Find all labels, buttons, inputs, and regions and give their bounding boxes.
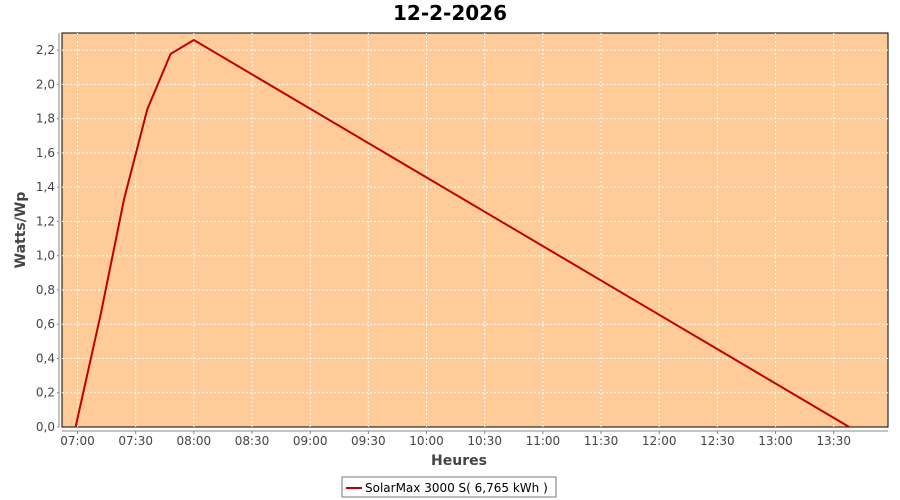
x-tick-label: 11:00: [526, 434, 561, 448]
x-tick-label: 10:00: [409, 434, 444, 448]
series-group: [74, 38, 850, 428]
data-point: [75, 426, 77, 428]
y-tick-label: 0,8: [36, 283, 55, 297]
y-tick-label: 2,0: [36, 77, 55, 91]
y-tick-label: 1,8: [36, 112, 55, 126]
y-axis: 0,0 0,2 0,4 0,6 0,8 1,0 1,2 1,4 1,6 1,8 2,0 2,2: [36, 33, 60, 434]
x-tick-label: 11:30: [584, 434, 619, 448]
x-tick-label: 08:30: [235, 434, 270, 448]
y-axis-label: Watts/Wp: [13, 192, 29, 269]
y-tick-label: 0,4: [36, 351, 55, 365]
x-tick-label: 07:00: [60, 434, 95, 448]
y-tick-label: 1,4: [36, 180, 55, 194]
x-tick-label: 08:00: [177, 434, 212, 448]
x-tick-label: 12:30: [700, 434, 735, 448]
y-tick-label: 0,2: [36, 386, 55, 400]
legend-label: SolarMax 3000 S( 6,765 kWh ): [365, 481, 548, 495]
x-axis: 07:00 07:30 08:00 08:30 09:00 09:30 10:00 10:30…: [60, 430, 888, 448]
x-tick-label: 09:00: [293, 434, 328, 448]
y-tick-label: 0,0: [36, 420, 55, 434]
x-tick-label: 12:00: [642, 434, 677, 448]
y-tick-label: 2,2: [36, 43, 55, 57]
data-point: [193, 39, 195, 41]
data-point: [100, 313, 102, 315]
legend-box: [341, 476, 557, 498]
data-point: [123, 198, 125, 200]
data-point: [146, 108, 148, 110]
grid: [62, 33, 888, 427]
x-tick-label: 07:30: [118, 434, 153, 448]
plot-area: [61, 32, 889, 428]
x-tick-label: 10:30: [467, 434, 502, 448]
x-tick-label: 13:00: [758, 434, 793, 448]
y-tick-label: 1,2: [36, 214, 55, 228]
data-point: [848, 426, 850, 428]
y-tick-label: 1,0: [36, 249, 55, 263]
y-tick-label: 1,6: [36, 146, 55, 160]
y-tick-label: 0,6: [36, 317, 55, 331]
chart-title: 12-2-2026: [393, 1, 507, 25]
x-tick-label: 13:30: [816, 434, 851, 448]
data-point: [170, 53, 172, 55]
x-axis-label: Heures: [431, 453, 487, 469]
x-tick-label: 09:30: [351, 434, 386, 448]
legend: SolarMax 3000 S( 6,765 kWh ): [341, 476, 557, 498]
